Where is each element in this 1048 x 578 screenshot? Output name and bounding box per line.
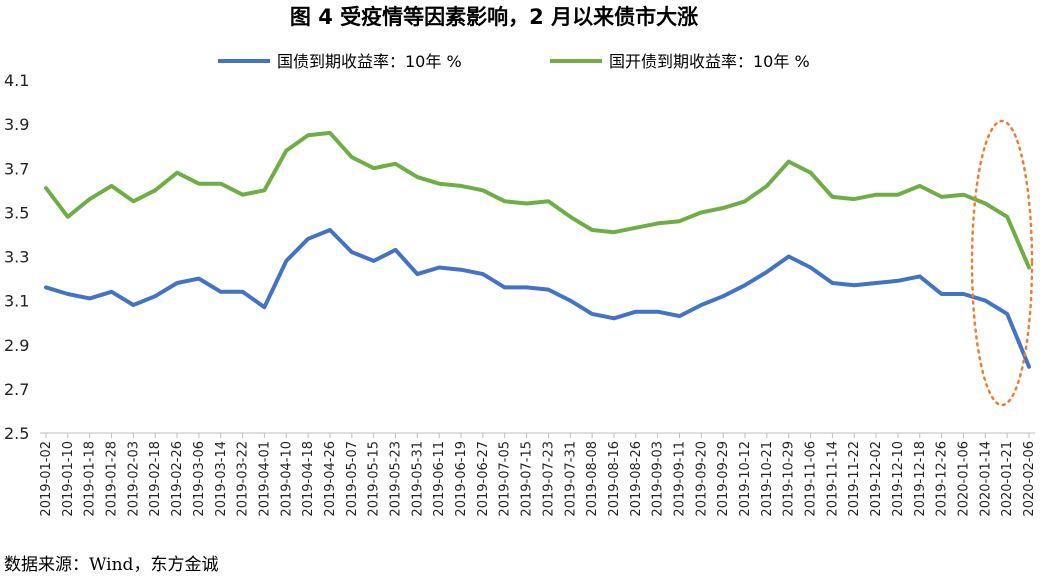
x-tick-label: 2020-01-06 [956,441,971,517]
y-tick-label: 3.7 [4,159,29,178]
x-tick-label: 2019-09-03 [651,441,666,517]
x-tick-label: 2019-06-19 [454,441,469,517]
x-tick-label: 2019-11-22 [847,441,862,517]
x-tick-label: 2019-02-26 [170,441,185,517]
source-note: 数据来源：Wind，东方金诚 [4,555,218,575]
x-tick-label: 2019-08-26 [629,441,644,517]
x-tick-label: 2019-02-03 [126,441,141,517]
legend-label-cdb: 国开债到期收益率：10年 % [609,52,810,71]
x-tick-label: 2019-09-29 [716,441,731,517]
x-axis: 2019-01-02 2019-01-10 2019-01-18 2019-01-28… [39,433,1037,517]
y-tick-label: 2.7 [4,380,29,399]
y-axis: 4.1 3.9 3.7 3.5 3.3 3.1 2.9 2.7 2.5 [4,71,29,443]
x-tick-label: 2019-01-28 [105,441,120,517]
highlight-ellipse [970,119,1034,407]
x-tick-label: 2019-03-06 [192,441,207,517]
x-tick-label: 2019-10-21 [760,441,775,517]
x-tick-label: 2020-01-21 [1000,441,1015,517]
y-tick-label: 3.5 [4,203,29,222]
y-tick-label: 3.3 [4,248,29,267]
x-tick-label: 2019-12-26 [935,441,950,517]
x-tick-label: 2019-04-18 [301,441,316,517]
x-tick-label: 2019-04-26 [323,441,338,517]
x-tick-label: 2019-01-10 [61,441,76,517]
x-tick-label: 2019-07-15 [520,441,535,517]
x-tick-label: 2019-09-11 [672,441,687,517]
x-tick-label: 2019-05-23 [389,441,404,517]
x-tick-label: 2019-07-31 [563,441,578,517]
x-tick-label: 2020-02-06 [1022,441,1037,517]
y-tick-label: 2.5 [4,424,29,443]
y-tick-label: 2.9 [4,336,29,355]
x-tick-label: 2019-08-16 [607,441,622,517]
x-tick-label: 2019-04-10 [279,441,294,517]
x-tick-label: 2019-05-15 [367,441,382,517]
x-tick-label: 2019-01-18 [83,441,98,517]
x-tick-label: 2020-01-14 [978,441,993,517]
series-line-cdb [44,130,1031,270]
x-tick-label: 2019-04-01 [257,441,272,517]
x-tick-label: 2019-11-14 [825,441,840,517]
x-tick-label: 2019-06-27 [476,441,491,517]
x-tick-label: 2019-01-02 [39,441,54,517]
y-tick-label: 3.1 [4,292,29,311]
y-tick-label: 4.1 [4,71,29,90]
legend-label-treasury: 国债到期收益率：10年 % [277,52,462,71]
x-tick-label: 2019-07-23 [541,441,556,517]
x-tick-label: 2019-02-18 [148,441,163,517]
x-tick-label: 2019-05-07 [345,441,360,517]
x-tick-label: 2019-03-22 [236,441,251,517]
x-tick-label: 2019-08-08 [585,441,600,517]
x-tick-label: 2019-10-12 [738,441,753,517]
x-tick-label: 2019-06-11 [432,441,447,517]
legend: 国债到期收益率：10年 % 国开债到期收益率：10年 % [218,52,810,71]
chart-title: 图 4 受疫情等因素影响，2 月以来债市大涨 [290,5,698,29]
x-tick-label: 2019-11-06 [804,441,819,517]
x-tick-label: 2019-09-20 [694,441,709,517]
x-tick-label: 2019-12-02 [869,441,884,517]
x-tick-label: 2019-05-31 [410,441,425,517]
series-line-treasury [44,228,1031,369]
x-tick-label: 2019-12-10 [891,441,906,517]
x-tick-label: 2019-03-14 [214,441,229,517]
series-layer [44,130,1031,369]
x-tick-label: 2019-10-29 [782,441,797,517]
y-tick-label: 3.9 [4,115,29,134]
x-tick-label: 2019-07-05 [498,441,513,517]
x-tick-label: 2019-12-18 [913,441,928,517]
